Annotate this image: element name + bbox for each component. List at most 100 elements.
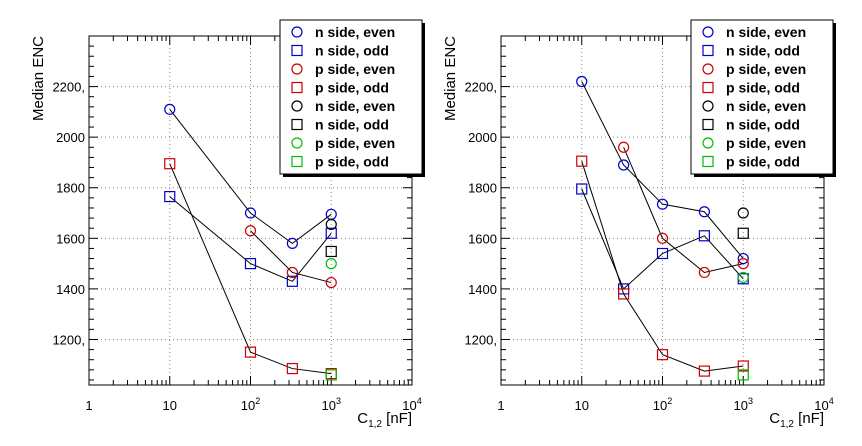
y-axis-title: Median ENC xyxy=(442,36,459,121)
x-tick-label: 104 xyxy=(814,396,833,413)
data-point-circle xyxy=(656,198,669,210)
legend-marker-square xyxy=(291,118,303,131)
series-8 xyxy=(325,369,337,381)
data-point-circle xyxy=(286,266,298,279)
data-point-circle xyxy=(244,225,257,237)
data-point-circle xyxy=(244,207,257,219)
x-axis-title: C1,2 [nF] xyxy=(357,410,412,430)
legend-label: p side, even xyxy=(315,135,395,151)
chart-panel-1: 1 10 102 103 104 1200, 1400 1600 1800 2000 2200, Me… xyxy=(30,19,425,430)
data-point-square xyxy=(698,230,710,242)
legend-marker-circle xyxy=(702,100,714,112)
series-6 xyxy=(325,245,337,258)
legend-marker-circle xyxy=(702,63,714,75)
legend-label: p side, even xyxy=(726,135,806,151)
legend-marker-circle xyxy=(702,137,714,149)
y-tick-label: 1400 xyxy=(468,282,497,297)
series-2 xyxy=(164,190,337,287)
y-tick-label: 1600 xyxy=(468,231,497,246)
data-point-circle xyxy=(325,276,337,289)
legend-label: n side, even xyxy=(315,24,395,40)
data-point-circle xyxy=(618,159,630,171)
legend-label: n side, odd xyxy=(315,43,389,59)
series-6 xyxy=(737,227,749,239)
data-point-circle xyxy=(576,75,588,88)
series-line xyxy=(581,188,744,290)
legend-label: n side, odd xyxy=(315,117,389,133)
data-point-square xyxy=(286,362,298,375)
series-7 xyxy=(325,258,337,270)
x-tick-label: 102 xyxy=(241,396,260,413)
y-tick-label: 2200, xyxy=(464,80,497,95)
legend-label: p side, odd xyxy=(726,154,800,170)
data-point-circle xyxy=(737,258,749,270)
data-point-circle xyxy=(325,258,337,270)
data-point-circle xyxy=(737,207,749,219)
x-tick-label: 104 xyxy=(402,396,421,413)
legend: n side, even n side, odd p side, even p sid… xyxy=(690,19,836,177)
legend-label: n side, odd xyxy=(726,43,800,59)
x-tick-label: 1 xyxy=(85,398,92,413)
x-axis-title: C1,2 [nF] xyxy=(769,410,824,430)
legend: n side, even n side, odd p side, even p sid… xyxy=(279,19,425,177)
series-1 xyxy=(576,75,749,265)
legend-label: n side, odd xyxy=(726,117,800,133)
legend-label: p side, even xyxy=(726,61,806,77)
y-tick-label: 2000 xyxy=(56,130,85,145)
series-line xyxy=(623,147,744,274)
legend-marker-square xyxy=(702,155,714,168)
legend-label: p side, even xyxy=(315,61,395,77)
series-line xyxy=(169,109,332,244)
x-tick-label: 103 xyxy=(734,396,753,413)
data-point-square xyxy=(164,190,176,203)
data-point-square xyxy=(737,360,749,372)
legend-label: n side, even xyxy=(726,24,806,40)
data-point-square xyxy=(244,346,257,358)
y-tick-label: 1200, xyxy=(52,332,85,347)
series-4 xyxy=(164,158,337,380)
data-point-square xyxy=(656,349,669,361)
legend-marker-square xyxy=(291,155,303,168)
legend-label: n side, even xyxy=(726,98,806,114)
x-tick-label: 10 xyxy=(163,398,177,413)
series-5 xyxy=(737,207,749,219)
data-point-square xyxy=(576,155,588,167)
chart-panel-2: 1 10 102 103 104 1200, 1400 1600 1800 2000 2200, Me… xyxy=(442,19,836,430)
data-point-square xyxy=(244,258,257,270)
data-point-circle xyxy=(737,252,749,265)
data-point-square xyxy=(656,247,669,260)
data-point-square xyxy=(286,275,298,287)
series-3 xyxy=(618,141,749,279)
y-tick-label: 1800 xyxy=(56,181,85,196)
series-line xyxy=(169,163,332,375)
legend-marker-circle xyxy=(702,26,714,38)
legend-box xyxy=(690,19,834,175)
data-point-circle xyxy=(656,232,669,244)
data-point-square xyxy=(325,369,337,381)
legend-marker-square xyxy=(702,118,714,131)
data-point-circle xyxy=(618,141,630,153)
legend-marker-circle xyxy=(291,63,303,75)
data-point-circle xyxy=(286,237,298,249)
legend-marker-circle xyxy=(291,100,303,112)
data-point-square xyxy=(576,183,588,195)
data-point-square xyxy=(737,369,749,381)
data-point-square xyxy=(698,365,710,377)
y-tick-label: 1600 xyxy=(56,231,85,246)
data-point-circle xyxy=(698,206,710,218)
y-tick-label: 2000 xyxy=(468,130,497,145)
series-line xyxy=(581,81,744,259)
data-point-circle xyxy=(737,271,749,284)
data-point-circle xyxy=(325,218,337,231)
legend-marker-square xyxy=(291,44,303,57)
y-axis-title: Median ENC xyxy=(30,36,47,121)
series-5 xyxy=(325,218,337,231)
data-point-square xyxy=(325,245,337,258)
x-tick-label: 10 xyxy=(575,398,589,413)
data-point-square xyxy=(737,227,749,239)
x-tick-label: 102 xyxy=(653,396,672,413)
legend-marker-square xyxy=(702,81,714,94)
legend-box xyxy=(279,19,423,175)
legend-marker-circle xyxy=(291,26,303,38)
